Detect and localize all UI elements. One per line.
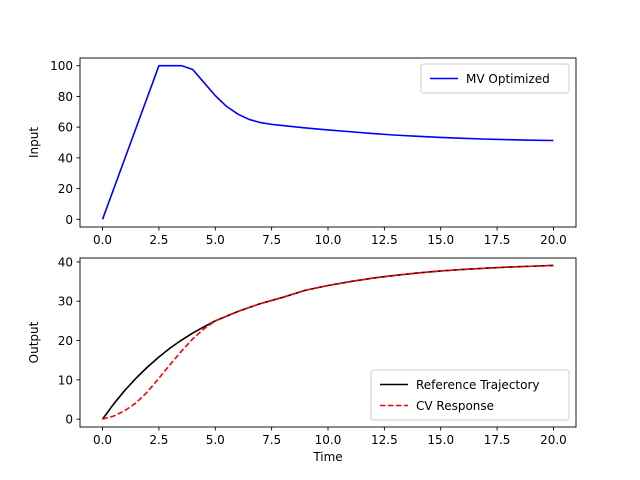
x-tick-label: 7.5: [262, 433, 281, 447]
subplot-1: 0.0 2.5 5.0 7.5 10.0 12.5 15.0 17.5 20.0 0 20 40 60 8…: [27, 57, 577, 247]
x-tick-label: 2.5: [149, 433, 168, 447]
y-axis-label: Input: [27, 127, 41, 158]
legend-box: [420, 63, 570, 94]
series-line-1: [101, 64, 554, 220]
x-tick-label: 15.0: [427, 233, 454, 247]
x-axis-label: Time: [312, 450, 342, 464]
y-tick-label: 0: [65, 213, 73, 227]
y-tick-label: 0: [65, 413, 73, 427]
legend: MV Optimized: [420, 63, 570, 94]
legend-label-2: CV Response: [416, 399, 494, 413]
x-tick-label: 20.0: [540, 433, 567, 447]
x-tick-label: 12.5: [371, 433, 398, 447]
y-tick-label: 100: [50, 59, 73, 73]
x-tick-label: 0.0: [93, 433, 112, 447]
y-tick-label: 20: [58, 334, 73, 348]
y-tick-label: 80: [58, 90, 73, 104]
x-tick-label: 0.0: [93, 233, 112, 247]
y-tick-label: 10: [58, 373, 73, 387]
x-tick-label: 15.0: [427, 433, 454, 447]
x-tick-label: 10.0: [315, 433, 342, 447]
legend-label-1: MV Optimized: [466, 72, 550, 86]
y-tick-label: 40: [58, 255, 73, 269]
y-tick-label: 40: [58, 151, 73, 165]
y-tick-label: 60: [58, 121, 73, 135]
x-tick-label: 5.0: [206, 233, 225, 247]
legend-box: [370, 369, 570, 421]
x-tick-label: 17.5: [484, 433, 511, 447]
y-axis-label: Output: [27, 321, 41, 363]
y-tick-label: 30: [58, 295, 73, 309]
x-tick-label: 10.0: [315, 233, 342, 247]
subplot-2: 0.0 2.5 5.0 7.5 10.0 12.5 15.0 17.5 20.0 0 10 20 30 4…: [27, 255, 577, 464]
x-tick-label: 17.5: [484, 233, 511, 247]
y-tick-label: 20: [58, 182, 73, 196]
x-tick-label: 20.0: [540, 233, 567, 247]
legend-label-1: Reference Trajectory: [416, 378, 540, 392]
x-tick-label: 12.5: [371, 233, 398, 247]
x-tick-label: 5.0: [206, 433, 225, 447]
legend: Reference Trajectory CV Response: [370, 369, 570, 421]
series-line-2: [102, 264, 554, 420]
x-tick-label: 2.5: [149, 233, 168, 247]
x-tick-label: 7.5: [262, 233, 281, 247]
